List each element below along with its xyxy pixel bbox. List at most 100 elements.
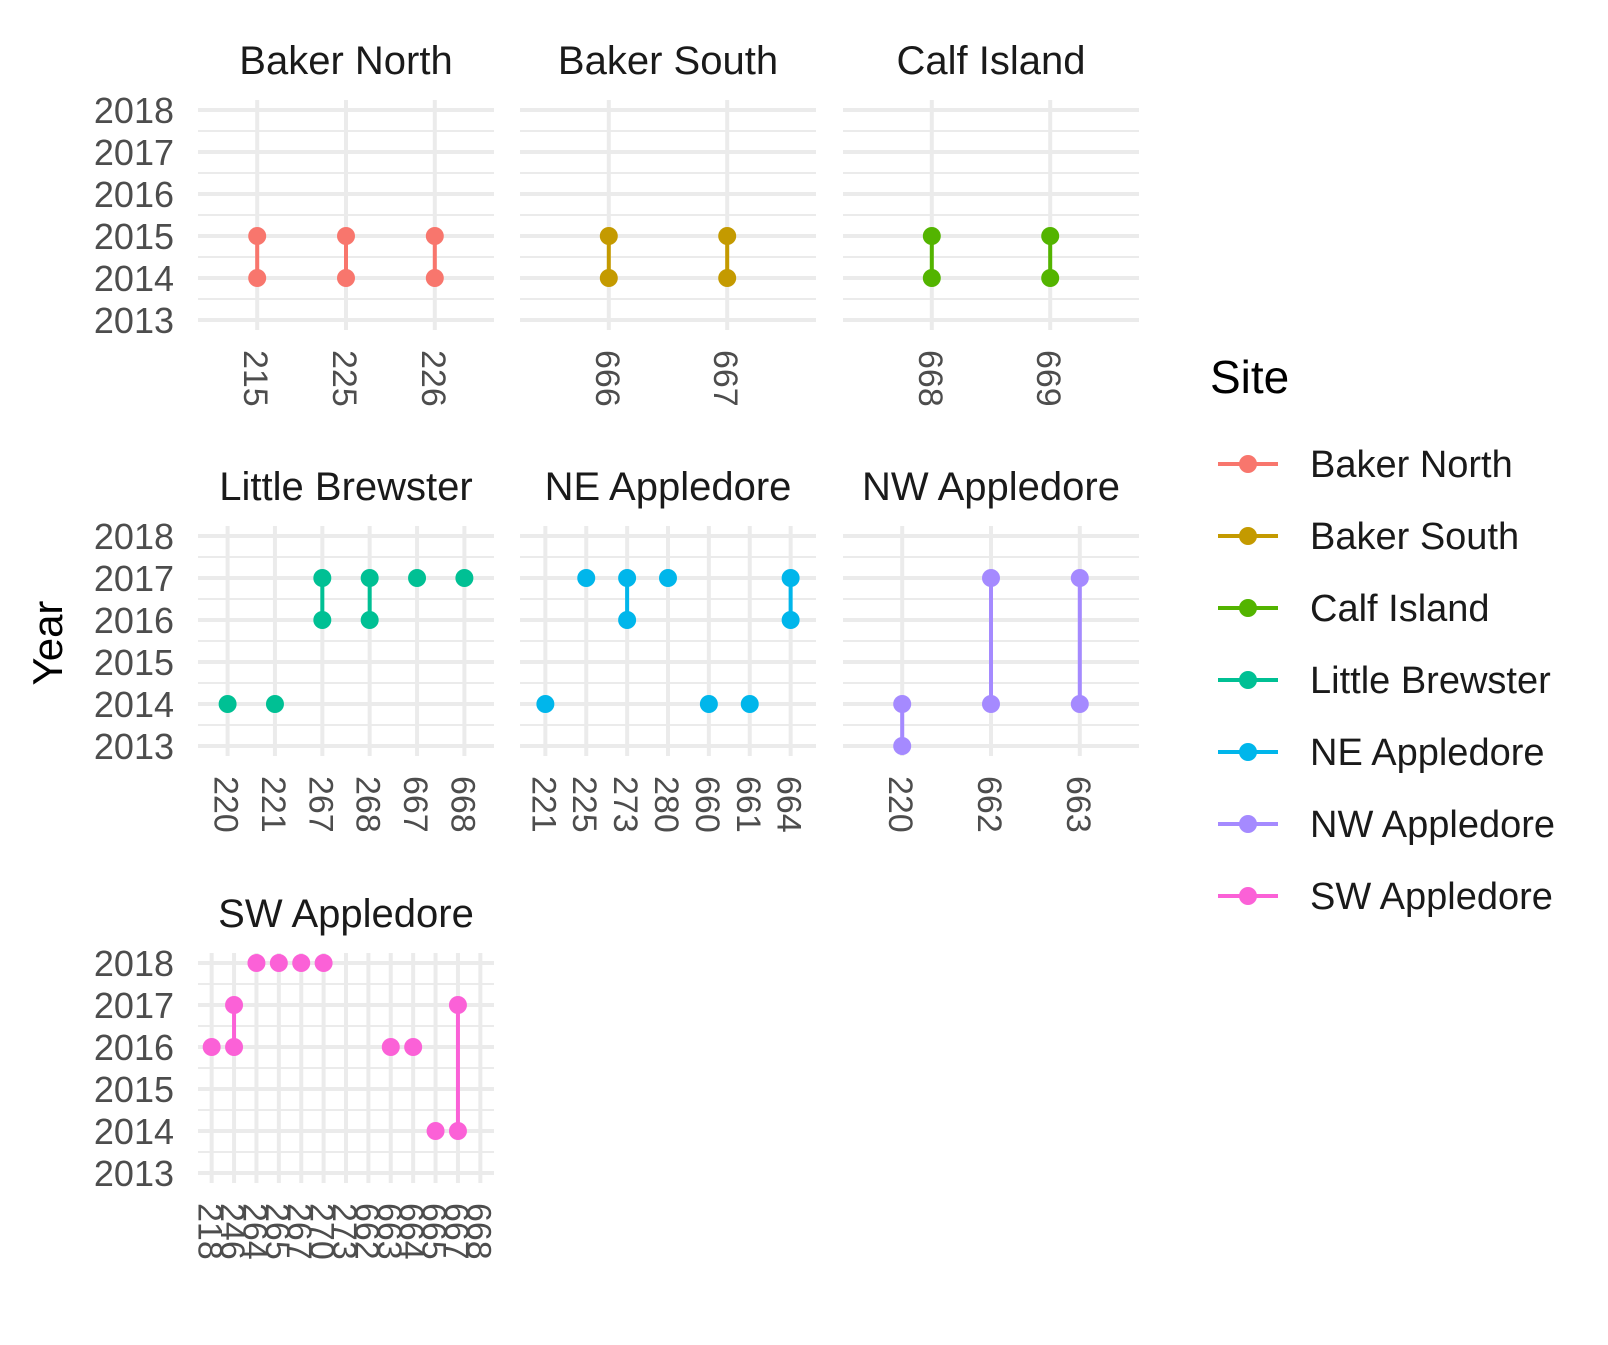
legend-key-point: [1239, 671, 1257, 689]
data-point: [659, 569, 677, 587]
data-point: [248, 227, 267, 245]
x-tick-label: 265: [258, 1203, 296, 1260]
facet-title: Baker North: [239, 39, 452, 83]
data-point: [1070, 569, 1089, 587]
x-tick-label: 667: [396, 776, 434, 833]
data-point: [314, 954, 333, 972]
legend-item-baker-south: Baker South: [1218, 516, 1519, 558]
y-tick-label: 2017: [94, 558, 174, 599]
legend-item-ne-appledore: NE Appledore: [1218, 732, 1545, 774]
x-tick-label: 220: [881, 776, 919, 833]
x-tick-label: 273: [606, 776, 644, 833]
data-point: [1041, 227, 1060, 245]
x-tick-label: 667: [437, 1203, 475, 1260]
x-tick-label: 661: [729, 776, 767, 833]
y-axis-label: Year: [24, 601, 71, 686]
x-tick-label: 668: [443, 776, 481, 833]
data-point: [381, 1038, 400, 1056]
y-tick-label: 2018: [94, 943, 174, 984]
data-point: [599, 227, 618, 245]
y-tick-label: 2014: [94, 258, 174, 299]
data-point: [426, 1122, 445, 1140]
data-point: [781, 569, 800, 587]
facet-title: Little Brewster: [219, 465, 472, 509]
x-tick-label: 215: [236, 350, 274, 407]
legend: Site Baker North Baker South Calf Island Li…: [1210, 351, 1555, 918]
data-point: [248, 269, 267, 287]
facet-title: SW Appledore: [218, 892, 474, 936]
x-tick-label: 280: [647, 776, 685, 833]
data-point: [718, 227, 737, 245]
data-point: [922, 269, 941, 287]
x-tick-label: 662: [970, 776, 1008, 833]
y-tick-label: 2013: [94, 726, 174, 767]
legend-label: Baker South: [1310, 516, 1519, 558]
legend-item-nw-appledore: NW Appledore: [1218, 804, 1555, 846]
data-point: [982, 569, 1000, 587]
facet-panel-sw-appledore: SW Appledore2013201420152016201720182182…: [94, 892, 497, 1260]
data-point: [360, 569, 379, 587]
data-point: [781, 611, 800, 629]
x-tick-label: 663: [1059, 776, 1097, 833]
y-tick-label: 2018: [94, 516, 174, 557]
data-point: [337, 227, 355, 245]
facet-title: NE Appledore: [545, 465, 792, 509]
legend-label: SW Appledore: [1310, 876, 1553, 918]
facet-title: Baker South: [558, 39, 778, 83]
data-point: [218, 695, 237, 713]
legend-key-point: [1239, 815, 1257, 833]
data-point: [225, 996, 244, 1014]
x-tick-label: 267: [301, 776, 339, 833]
data-point: [893, 695, 912, 713]
legend-key-point: [1239, 527, 1257, 545]
data-point: [599, 269, 618, 287]
legend-item-baker-north: Baker North: [1218, 444, 1513, 486]
data-point: [922, 227, 941, 245]
facet-panel-calf-island: Calf Island 668 669: [843, 39, 1139, 407]
legend-key-point: [1239, 887, 1257, 905]
data-point: [425, 269, 444, 287]
legend-key-point: [1239, 743, 1257, 761]
legend-key-point: [1239, 455, 1257, 473]
data-point: [404, 1038, 423, 1056]
data-point: [1070, 695, 1089, 713]
legend-label: Baker North: [1310, 444, 1513, 486]
facet-panel-baker-south: Baker South 666 667: [520, 39, 816, 407]
x-tick-label: 218: [191, 1203, 229, 1260]
y-tick-label: 2014: [94, 1111, 174, 1152]
x-tick-label: 660: [688, 776, 726, 833]
x-tick-label: 225: [565, 776, 603, 833]
legend-title: Site: [1210, 351, 1289, 403]
data-point: [1041, 269, 1060, 287]
data-point: [202, 1038, 221, 1056]
x-tick-label: 664: [392, 1203, 430, 1260]
x-tick-label: 668: [459, 1203, 497, 1260]
legend-label: Little Brewster: [1310, 660, 1551, 702]
x-tick-label: 665: [415, 1203, 453, 1260]
x-tick-label: 664: [770, 776, 808, 833]
legend-key-point: [1239, 599, 1257, 617]
legend-item-little-brewster: Little Brewster: [1218, 660, 1551, 702]
legend-item-calf-island: Calf Island: [1218, 588, 1490, 630]
data-point: [313, 611, 332, 629]
data-point: [740, 695, 759, 713]
data-point: [455, 569, 474, 587]
data-point: [618, 611, 637, 629]
facet-title: Calf Island: [897, 39, 1086, 83]
data-point: [448, 1122, 467, 1140]
x-tick-label: 668: [911, 350, 949, 407]
data-point: [425, 227, 444, 245]
y-tick-label: 2014: [94, 684, 174, 725]
data-point: [618, 569, 637, 587]
x-tick-label: 226: [414, 350, 452, 407]
data-point: [360, 611, 379, 629]
y-tick-label: 2016: [94, 600, 174, 641]
data-point: [536, 695, 555, 713]
y-tick-label: 2013: [94, 300, 174, 341]
data-point: [225, 1038, 244, 1056]
y-tick-label: 2018: [94, 90, 174, 131]
data-point: [577, 569, 596, 587]
